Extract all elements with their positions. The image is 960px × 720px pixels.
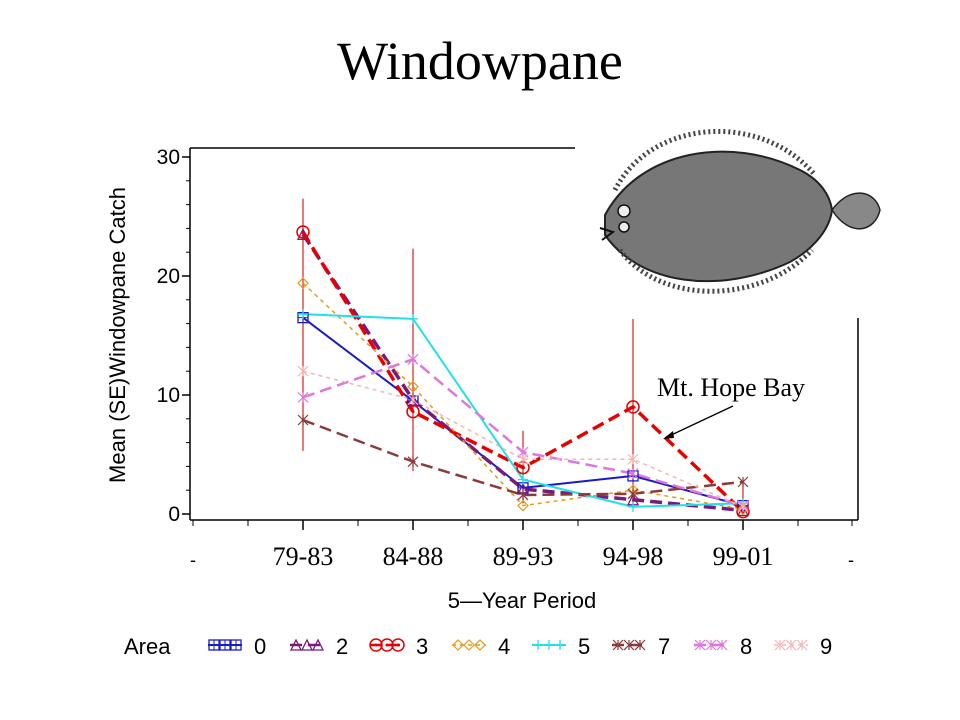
y-axis-label: Mean (SE)Windowpane Catch — [105, 187, 130, 483]
data-point — [736, 503, 750, 517]
data-point — [694, 639, 706, 651]
data-point — [774, 639, 786, 651]
legend-label: 0 — [254, 634, 266, 659]
data-point — [463, 639, 475, 651]
windowpane-fish-image — [578, 112, 888, 316]
x-tick-label: 94-98 — [603, 542, 664, 571]
annotation-arrowhead — [663, 431, 674, 439]
series-line-area-7 — [302, 418, 744, 497]
fish-eye — [617, 204, 631, 218]
data-point — [297, 414, 309, 426]
data-point — [311, 638, 325, 651]
data-point — [517, 453, 529, 465]
chart-axes: 0 10 20 30 79-83 84-88 89-93 94-98 99-01 - - 5—Year… — [105, 146, 859, 613]
data-point — [623, 639, 635, 651]
x-tick-label: 79-83 — [273, 542, 334, 571]
legend-label: 3 — [416, 634, 428, 659]
x-tick-label: 84-88 — [383, 542, 444, 571]
series-markers — [296, 225, 750, 519]
legend-entry-area-0: 0 — [208, 634, 266, 659]
data-point — [407, 456, 419, 468]
fish-tail — [831, 192, 881, 230]
legend-label: 2 — [336, 634, 348, 659]
legend-entry-area-2: 2 — [289, 634, 348, 659]
legend-entry-area-5: 5 — [532, 634, 590, 659]
legend-entry-area-8: 8 — [694, 634, 752, 659]
legend-label: 9 — [820, 634, 832, 659]
fish-eye — [618, 221, 630, 233]
annotation-arrow — [666, 405, 734, 438]
y-tick-label: 20 — [157, 265, 180, 288]
data-point — [518, 474, 528, 485]
data-point — [230, 639, 242, 651]
data-point — [555, 640, 565, 650]
annotation-label: Mt. Hope Bay — [657, 373, 805, 402]
data-point — [785, 639, 797, 651]
data-point — [380, 638, 394, 652]
x-axis-label: 5—Year Period — [448, 588, 596, 613]
data-point — [208, 639, 220, 651]
legend-label: 4 — [498, 634, 510, 659]
data-point — [634, 639, 646, 651]
data-point — [406, 404, 420, 419]
data-point — [289, 638, 303, 651]
series-line-area-4 — [302, 282, 744, 510]
x-edge-label: - — [190, 550, 196, 570]
legend-label: 7 — [658, 634, 670, 659]
x-edge-label: - — [848, 550, 854, 570]
data-point — [737, 501, 749, 513]
annotation: Mt. Hope Bay — [657, 373, 805, 439]
data-point — [612, 639, 624, 651]
data-point — [408, 313, 418, 324]
legend-entry-area-4: 4 — [452, 634, 510, 659]
y-tick-label: 0 — [168, 503, 180, 526]
data-point — [452, 639, 464, 651]
data-point — [407, 380, 419, 393]
legend-title: Area — [124, 634, 171, 659]
data-point — [297, 365, 309, 377]
y-tick-label: 10 — [157, 384, 180, 407]
data-point — [297, 391, 309, 403]
data-point — [627, 453, 639, 465]
data-point — [627, 468, 639, 479]
data-point — [219, 639, 231, 651]
data-point — [407, 353, 419, 365]
series-line-area-9 — [302, 370, 744, 508]
data-point — [626, 400, 640, 414]
data-point — [517, 499, 529, 512]
data-point — [716, 639, 728, 651]
data-point — [517, 489, 529, 501]
legend-label: 5 — [578, 634, 590, 659]
data-point — [296, 225, 310, 239]
legend-entry-area-9: 9 — [774, 634, 832, 659]
data-point — [407, 394, 419, 406]
data-point — [796, 639, 808, 651]
data-point — [737, 503, 749, 516]
fish-anal-fin — [617, 248, 814, 294]
legend-entry-area-3: 3 — [369, 634, 428, 659]
y-tick-label: 30 — [157, 146, 180, 169]
data-point — [737, 476, 749, 488]
data-point — [298, 309, 308, 320]
series-line-area-2 — [301, 233, 744, 513]
data-point — [300, 638, 314, 651]
data-point — [474, 639, 486, 651]
slide-title: Windowpane — [337, 31, 623, 91]
data-point — [391, 638, 405, 652]
data-point — [297, 277, 309, 289]
data-point — [296, 227, 310, 241]
legend-entry-area-7: 7 — [612, 634, 670, 659]
x-tick-label: 99-01 — [713, 542, 774, 571]
legend: Area 0 2 3 4 5 7 8 9 — [124, 634, 832, 659]
data-point — [533, 640, 543, 650]
legend-label: 8 — [740, 634, 752, 659]
fish-mouth — [599, 227, 616, 241]
data-point — [544, 640, 554, 650]
data-point — [705, 639, 717, 651]
x-tick-label: 89-93 — [493, 542, 554, 571]
data-point — [627, 488, 639, 500]
data-point — [369, 638, 383, 652]
data-point — [628, 501, 638, 512]
